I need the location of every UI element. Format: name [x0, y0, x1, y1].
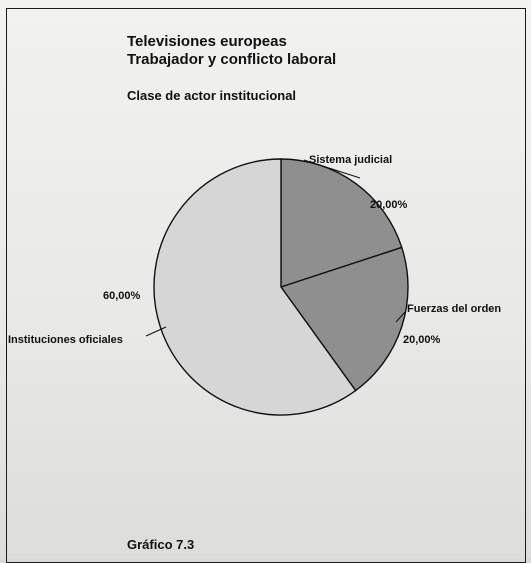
category-label-sistema-judicial: Sistema judicial: [309, 154, 392, 166]
value-label-sistema-judicial: 20,00%: [370, 199, 408, 211]
category-label-instituciones-oficiales: Instituciones oficiales: [8, 334, 123, 346]
leader-line-instituciones-oficiales: [145, 326, 167, 337]
chart-subtitle: Trabajador y conflicto laboral: [127, 51, 337, 68]
pie-slice-fuerzas-del-orden: [280, 246, 409, 392]
pie-slices: [153, 158, 409, 416]
leader-line-fuerzas-del-orden: [395, 311, 406, 323]
chart-caption: Clase de actor institucional: [127, 88, 297, 103]
value-label-instituciones-oficiales: 60,00%: [103, 290, 141, 302]
value-label-fuerzas-del-orden: 20,00%: [403, 334, 441, 346]
pie-slice-instituciones-oficiales: [153, 158, 357, 416]
pie-slice-sistema-judicial: [280, 158, 403, 288]
category-label-fuerzas-del-orden: Fuerzas del orden: [407, 303, 501, 315]
chart-title: Televisiones europeas: [127, 33, 287, 50]
figure-number: Gráfico 7.3: [127, 537, 195, 552]
leader-line-sistema-judicial: [303, 159, 361, 179]
